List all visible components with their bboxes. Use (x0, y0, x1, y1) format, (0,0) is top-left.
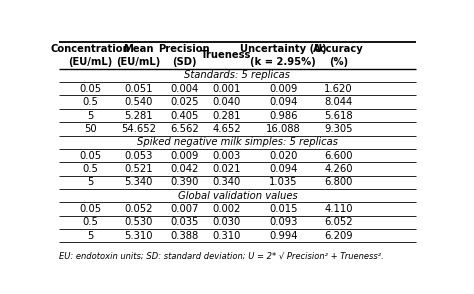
Text: 0.003: 0.003 (212, 151, 240, 161)
Text: 50: 50 (84, 124, 97, 134)
Text: 1.620: 1.620 (324, 84, 353, 94)
Text: 0.009: 0.009 (170, 151, 198, 161)
Text: 0.094: 0.094 (269, 164, 298, 174)
Text: Standards: 5 replicas: Standards: 5 replicas (184, 71, 291, 81)
Text: 1.035: 1.035 (269, 177, 298, 187)
Text: 0.001: 0.001 (212, 84, 241, 94)
Text: 5: 5 (87, 111, 94, 121)
Text: Trueness: Trueness (201, 51, 252, 61)
Text: Spiked negative milk simples: 5 replicas: Spiked negative milk simples: 5 replicas (137, 137, 338, 147)
Text: EU: endotoxin units; SD: standard deviation; U = 2* √ Precision² + Trueness².: EU: endotoxin units; SD: standard deviat… (59, 251, 384, 260)
Text: 0.021: 0.021 (212, 164, 241, 174)
Text: 0.281: 0.281 (212, 111, 241, 121)
Text: 0.405: 0.405 (170, 111, 198, 121)
Text: 0.5: 0.5 (82, 97, 99, 107)
Text: 0.052: 0.052 (124, 204, 153, 214)
Text: Accuracy
(%): Accuracy (%) (313, 44, 364, 67)
Text: 4.652: 4.652 (212, 124, 241, 134)
Text: 0.040: 0.040 (212, 97, 240, 107)
Text: 6.052: 6.052 (324, 217, 353, 227)
Text: 0.042: 0.042 (170, 164, 198, 174)
Text: 0.986: 0.986 (269, 111, 298, 121)
Text: 0.5: 0.5 (82, 217, 99, 227)
Text: 0.015: 0.015 (269, 204, 298, 214)
Text: 6.800: 6.800 (324, 177, 353, 187)
Text: 6.209: 6.209 (324, 231, 353, 241)
Text: 0.053: 0.053 (124, 151, 153, 161)
Text: 0.035: 0.035 (170, 217, 198, 227)
Text: 16.088: 16.088 (266, 124, 301, 134)
Text: Concentration
(EU/mL): Concentration (EU/mL) (51, 44, 130, 67)
Text: 0.093: 0.093 (269, 217, 298, 227)
Text: 6.562: 6.562 (170, 124, 199, 134)
Text: 0.020: 0.020 (269, 151, 298, 161)
Text: 54.652: 54.652 (121, 124, 156, 134)
Text: Precision
(SD): Precision (SD) (158, 44, 210, 67)
Text: 0.025: 0.025 (170, 97, 199, 107)
Text: 0.388: 0.388 (170, 231, 198, 241)
Text: 0.994: 0.994 (269, 231, 298, 241)
Text: 9.305: 9.305 (324, 124, 353, 134)
Text: 4.110: 4.110 (324, 204, 353, 214)
Text: 0.310: 0.310 (212, 231, 241, 241)
Text: 5.340: 5.340 (124, 177, 153, 187)
Text: 6.600: 6.600 (324, 151, 353, 161)
Text: Uncertainty (U)
(k = 2.95%): Uncertainty (U) (k = 2.95%) (240, 44, 327, 67)
Text: 0.05: 0.05 (80, 204, 101, 214)
Text: 0.05: 0.05 (80, 151, 101, 161)
Text: 0.5: 0.5 (82, 164, 99, 174)
Text: 0.530: 0.530 (124, 217, 153, 227)
Text: 4.260: 4.260 (324, 164, 353, 174)
Text: 0.002: 0.002 (212, 204, 241, 214)
Text: 0.390: 0.390 (170, 177, 198, 187)
Text: Global validation values: Global validation values (178, 191, 297, 201)
Text: 5.618: 5.618 (324, 111, 353, 121)
Text: 0.009: 0.009 (269, 84, 298, 94)
Text: Mean
(EU/mL): Mean (EU/mL) (116, 44, 160, 67)
Text: 5: 5 (87, 231, 94, 241)
Text: 0.051: 0.051 (124, 84, 153, 94)
Text: 8.044: 8.044 (324, 97, 353, 107)
Text: 0.540: 0.540 (124, 97, 153, 107)
Text: 0.094: 0.094 (269, 97, 298, 107)
Text: 5.281: 5.281 (124, 111, 153, 121)
Text: 0.007: 0.007 (170, 204, 198, 214)
Text: 0.05: 0.05 (80, 84, 101, 94)
Text: 0.340: 0.340 (212, 177, 240, 187)
Text: 0.030: 0.030 (212, 217, 240, 227)
Text: 5: 5 (87, 177, 94, 187)
Text: 0.521: 0.521 (124, 164, 153, 174)
Text: 5.310: 5.310 (124, 231, 153, 241)
Text: 0.004: 0.004 (170, 84, 198, 94)
